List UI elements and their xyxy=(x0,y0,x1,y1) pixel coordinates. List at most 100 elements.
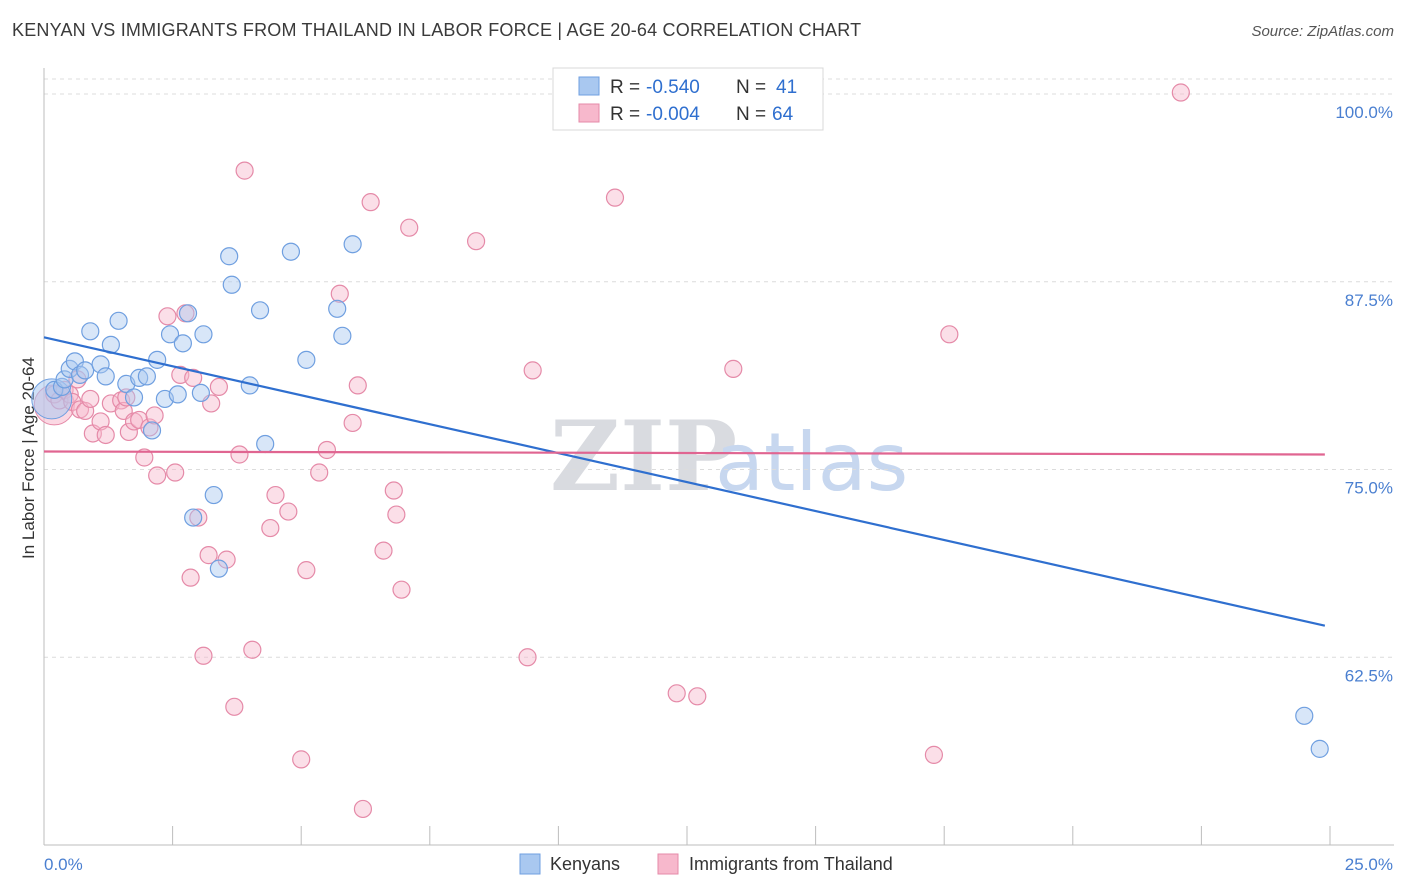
data-point-kenyan xyxy=(160,325,180,344)
watermark-atlas: atlas xyxy=(715,416,908,509)
data-point-kenyan xyxy=(1295,706,1314,725)
data-point-kenyan xyxy=(148,350,167,369)
data-point-kenyan xyxy=(124,388,144,407)
legend-n-label-thailand: N = xyxy=(736,104,766,125)
legend-r-label-thailand: R = xyxy=(610,104,640,125)
legend-n-value-kenyans: 41 xyxy=(776,77,797,98)
data-point-kenyan xyxy=(328,299,347,318)
data-point-thailand xyxy=(466,232,486,251)
data-point-thailand xyxy=(688,687,707,706)
data-point-thailand xyxy=(166,463,185,482)
data-point-kenyan xyxy=(194,325,213,344)
data-point-thailand xyxy=(117,388,136,407)
series-swatch-kenyans xyxy=(519,853,541,875)
data-point-thailand xyxy=(317,440,337,460)
data-point-kenyan-large xyxy=(31,378,73,420)
data-point-kenyan xyxy=(91,355,110,374)
data-point-kenyan xyxy=(65,352,84,371)
data-point-kenyan xyxy=(137,367,156,386)
data-point-thailand xyxy=(230,445,249,464)
data-point-kenyan xyxy=(204,485,223,505)
data-point-kenyan xyxy=(297,350,316,369)
data-point-thailand xyxy=(605,188,625,207)
y-tick-label: 62.5% xyxy=(1345,666,1393,685)
data-point-kenyan xyxy=(130,368,149,387)
data-point-kenyan xyxy=(209,559,228,578)
data-point-thailand xyxy=(361,193,380,212)
data-point-thailand xyxy=(145,406,164,425)
data-point-thailand xyxy=(148,466,167,485)
data-point-thailand xyxy=(343,413,362,433)
data-point-thailand xyxy=(266,485,285,505)
data-point-kenyan xyxy=(96,367,115,386)
data-point-kenyan xyxy=(333,326,352,345)
data-point-thailand xyxy=(392,580,411,599)
data-point-kenyan xyxy=(173,334,192,353)
data-point-thailand xyxy=(194,646,213,665)
data-point-thailand xyxy=(76,401,95,421)
data-point-kenyan xyxy=(191,383,210,403)
data-point-thailand xyxy=(181,568,200,587)
data-points xyxy=(31,83,1329,819)
y-tick-label: 75.0% xyxy=(1345,479,1393,498)
data-point-kenyan xyxy=(168,385,187,404)
legend-r-label-kenyans: R = xyxy=(610,77,640,98)
stats-legend: R = -0.540 N = 41 R = -0.004 N = 64 xyxy=(552,67,824,131)
legend-r-value-thailand: -0.004 xyxy=(646,104,700,125)
legend-n-value-thailand: 64 xyxy=(772,104,794,125)
data-point-thailand xyxy=(374,541,393,560)
data-point-thailand xyxy=(225,697,244,716)
data-point-thailand xyxy=(297,561,316,580)
data-point-thailand xyxy=(81,389,100,409)
data-point-kenyan xyxy=(343,235,362,254)
data-point-thailand xyxy=(940,325,959,344)
data-point-thailand xyxy=(119,422,138,442)
data-point-kenyan xyxy=(1310,739,1329,758)
data-point-thailand xyxy=(158,307,177,326)
data-point-thailand xyxy=(184,368,203,387)
chart-title: KENYAN VS IMMIGRANTS FROM THAILAND IN LA… xyxy=(12,20,862,40)
x-tick-labels: 0.0% 25.0% xyxy=(44,855,1393,874)
axes xyxy=(43,68,1394,846)
data-point-thailand xyxy=(199,546,218,565)
series-label-thailand: Immigrants from Thailand xyxy=(689,854,893,874)
data-point-thailand xyxy=(924,745,944,764)
data-point-kenyan xyxy=(220,247,239,266)
trend-lines xyxy=(43,336,1326,627)
data-point-thailand xyxy=(292,750,311,769)
data-point-thailand xyxy=(387,505,406,524)
data-point-thailand xyxy=(724,359,743,378)
data-point-kenyan xyxy=(222,275,241,294)
data-point-thailand xyxy=(330,284,349,303)
data-point-thailand xyxy=(667,684,686,703)
source-label: Source: ZipAtlas.com xyxy=(1251,23,1394,40)
data-point-kenyan xyxy=(184,508,203,527)
y-tick-labels: 62.5% 75.0% 87.5% 100.0% xyxy=(1335,103,1393,685)
data-point-thailand xyxy=(135,448,154,467)
data-point-thailand xyxy=(310,463,329,482)
data-point-thailand xyxy=(384,481,403,500)
data-point-thailand xyxy=(96,425,115,445)
legend-n-label-kenyans: N = xyxy=(736,77,766,98)
data-point-kenyan xyxy=(76,361,95,380)
data-point-thailand xyxy=(91,412,110,431)
data-point-thailand xyxy=(243,640,262,659)
legend-r-value-kenyans: -0.540 xyxy=(646,77,700,98)
data-point-thailand xyxy=(189,508,208,527)
data-point-thailand xyxy=(209,377,228,397)
data-point-thailand xyxy=(235,161,254,180)
trend-line-thailand xyxy=(43,450,1325,456)
data-point-thailand xyxy=(261,518,280,538)
data-point-kenyan xyxy=(256,434,275,454)
data-point-kenyan xyxy=(178,304,198,323)
legend-swatch-kenyans xyxy=(578,76,600,96)
data-point-thailand xyxy=(1171,83,1190,102)
trend-line-kenyan xyxy=(43,336,1326,627)
legend-swatch-thailand xyxy=(578,103,600,123)
watermark: ZIP atlas xyxy=(550,400,908,513)
data-point-kenyan xyxy=(250,301,270,320)
watermark-zip: ZIP xyxy=(550,400,737,513)
data-point-kenyan xyxy=(81,322,100,341)
data-point-thailand xyxy=(518,648,537,667)
